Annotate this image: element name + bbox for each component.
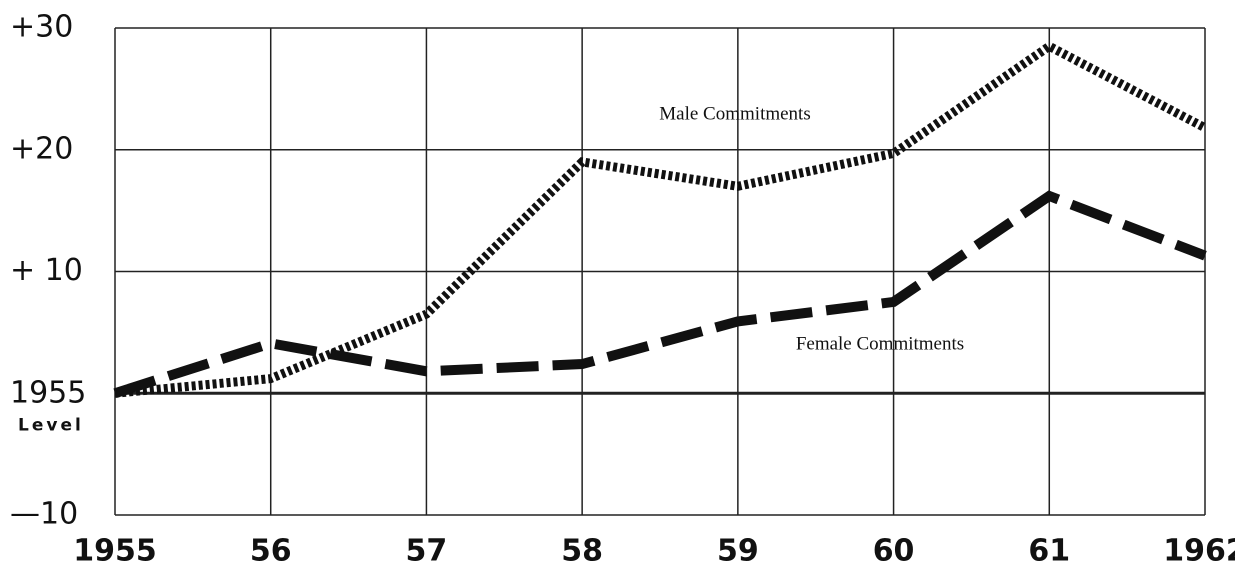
y-tick-label: +30 bbox=[10, 10, 73, 45]
y-tick-label: 1955 Level bbox=[10, 375, 86, 436]
series-line bbox=[113, 190, 1207, 399]
x-tick-label: 61 bbox=[1028, 534, 1070, 569]
x-tick-label: 58 bbox=[561, 534, 603, 569]
x-tick-label: 1955 bbox=[73, 534, 157, 569]
series-line bbox=[114, 41, 1208, 398]
x-tick-label: 57 bbox=[406, 534, 448, 569]
y-tick-label: + 10 bbox=[10, 253, 83, 288]
series-label: Female Commitments bbox=[796, 333, 964, 354]
x-tick-label: 60 bbox=[873, 534, 915, 569]
y-tick-label: +20 bbox=[10, 131, 73, 166]
x-tick-label: 59 bbox=[717, 534, 759, 569]
x-tick-label: 1962 bbox=[1163, 534, 1235, 569]
series-label: Male Commitments bbox=[659, 103, 810, 124]
y-tick-label: —10 bbox=[10, 497, 78, 532]
x-tick-label: 56 bbox=[250, 534, 292, 569]
